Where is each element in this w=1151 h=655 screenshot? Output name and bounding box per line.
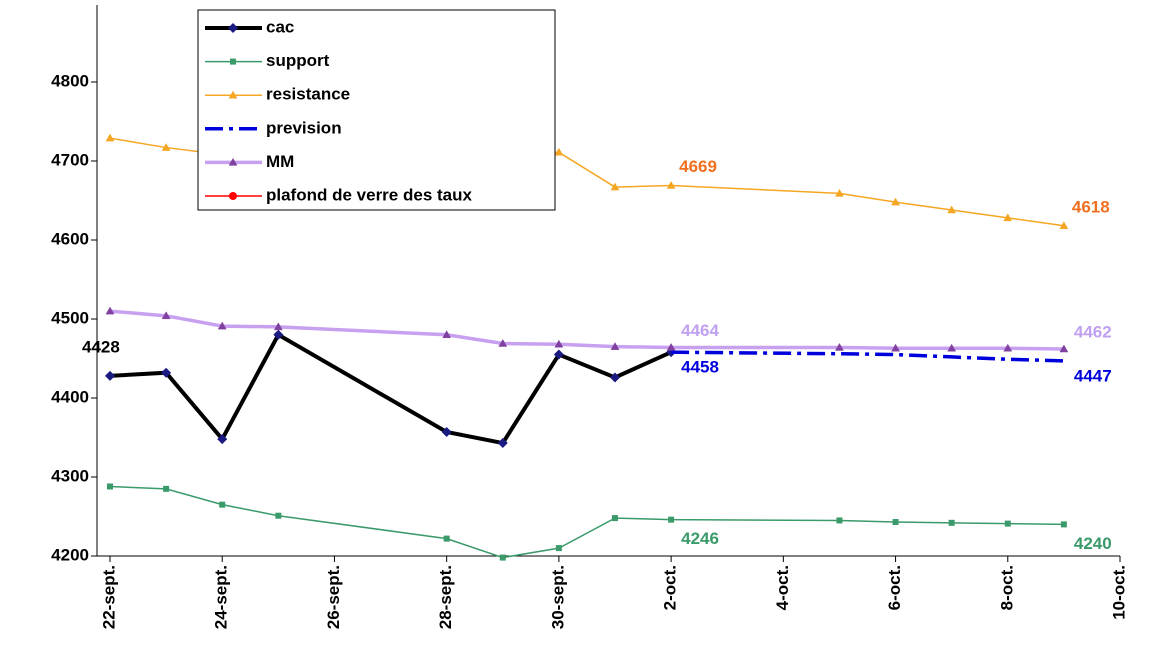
point xyxy=(219,501,226,508)
x-tick-label: 28-sept. xyxy=(436,565,455,629)
point xyxy=(217,321,227,330)
x-tick-label: 4-oct. xyxy=(773,565,792,610)
data-label: 4462 xyxy=(1074,323,1112,342)
y-tick-label: 4700 xyxy=(51,150,89,169)
point xyxy=(891,343,900,352)
y-tick-label: 4300 xyxy=(51,466,89,485)
point xyxy=(553,349,564,360)
legend-marker xyxy=(228,157,238,166)
series-line xyxy=(671,350,1064,363)
data-label: 4240 xyxy=(1074,534,1112,553)
legend: cac support resistance prevision MM plafond d… xyxy=(197,9,556,211)
y-tick-label: 4200 xyxy=(51,545,89,564)
legend-marker xyxy=(228,23,238,33)
point xyxy=(442,330,452,339)
point xyxy=(610,342,620,350)
point xyxy=(498,338,508,347)
point xyxy=(105,306,115,315)
data-label: 4428 xyxy=(82,337,120,356)
data-label: 4447 xyxy=(1074,366,1112,385)
legend-label: support xyxy=(266,51,330,70)
data-label: 4246 xyxy=(681,529,719,548)
point xyxy=(835,342,844,351)
point xyxy=(105,370,115,381)
point xyxy=(612,515,618,522)
point xyxy=(1003,213,1013,222)
data-label: 4464 xyxy=(681,321,719,340)
y-tick-label: 4800 xyxy=(51,71,89,90)
point xyxy=(666,342,676,351)
point xyxy=(161,311,171,320)
x-tick-label: 22-sept. xyxy=(99,565,118,629)
legend-label: cac xyxy=(266,17,294,36)
data-label: 4618 xyxy=(1072,197,1110,216)
x-tick-label: 26-sept. xyxy=(324,565,343,629)
x-tick-label: 8-oct. xyxy=(997,565,1016,610)
point xyxy=(947,343,957,352)
series-line xyxy=(109,309,1064,351)
x-tick-label: 30-sept. xyxy=(548,565,567,629)
series-line xyxy=(109,485,1064,559)
y-tick-label: 4600 xyxy=(51,229,89,248)
point xyxy=(836,517,843,524)
point xyxy=(1003,343,1013,352)
point xyxy=(1059,344,1069,353)
y-tick-label: 4500 xyxy=(51,308,89,327)
point xyxy=(554,147,564,156)
point xyxy=(835,188,844,197)
x-tick-label: 24-sept. xyxy=(212,565,231,629)
point xyxy=(273,329,284,340)
point xyxy=(610,372,620,383)
point xyxy=(554,339,564,348)
point xyxy=(499,554,506,561)
legend-marker xyxy=(229,192,237,200)
point xyxy=(948,519,955,526)
point xyxy=(668,516,675,523)
point xyxy=(107,483,113,490)
point xyxy=(555,545,562,552)
point xyxy=(666,180,676,189)
data-label: 4458 xyxy=(681,358,719,377)
point xyxy=(441,426,452,437)
point xyxy=(273,322,283,331)
point xyxy=(1059,221,1069,230)
point xyxy=(217,434,228,445)
point xyxy=(161,367,172,378)
data-label: 4669 xyxy=(679,157,717,176)
point xyxy=(105,133,115,142)
point xyxy=(275,512,282,519)
point xyxy=(1060,521,1067,528)
x-tick-label: 2-oct. xyxy=(661,565,680,610)
point xyxy=(163,485,170,492)
x-tick-label: 10-oct. xyxy=(1109,565,1128,620)
point xyxy=(443,535,450,542)
legend-label: resistance xyxy=(266,85,350,104)
legend-marker xyxy=(228,90,238,99)
point xyxy=(891,197,900,206)
point xyxy=(610,182,620,191)
legend-label: prevision xyxy=(266,118,342,137)
legend-marker xyxy=(230,58,236,65)
point xyxy=(947,205,957,214)
series-line xyxy=(109,332,672,446)
x-tick-label: 6-oct. xyxy=(885,565,904,610)
legend-label: MM xyxy=(266,152,294,171)
legend-box xyxy=(197,9,556,211)
point xyxy=(1004,520,1011,527)
point xyxy=(892,519,899,526)
legend-label: plafond de verre des taux xyxy=(266,185,472,204)
point xyxy=(497,438,508,449)
y-tick-label: 4400 xyxy=(51,387,89,406)
point xyxy=(161,143,171,151)
